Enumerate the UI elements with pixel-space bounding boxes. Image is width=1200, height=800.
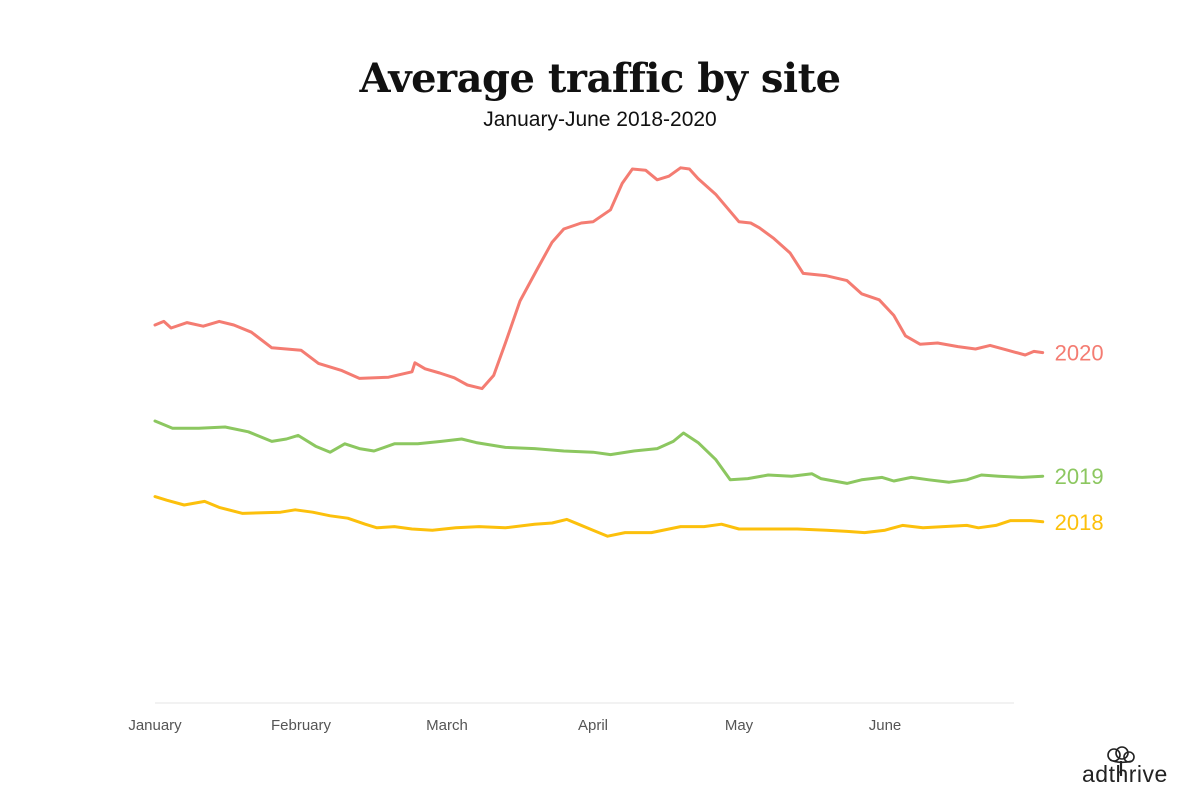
tree-icon <box>1107 746 1135 776</box>
series-line-2020 <box>153 166 1045 391</box>
x-tick-label: May <box>725 717 754 734</box>
series-label-2020: 2020 <box>1055 341 1104 366</box>
x-tick-label: March <box>426 717 468 734</box>
x-tick-label: June <box>869 717 902 734</box>
x-tick-label: January <box>128 717 182 734</box>
chart-subtitle: January-June 2018-2020 <box>483 108 717 131</box>
series-line-2018 <box>153 495 1045 538</box>
series-label-2019: 2019 <box>1055 464 1104 489</box>
adthrive-logo: adthrive <box>1082 746 1182 788</box>
series-label-2018: 2018 <box>1055 510 1104 535</box>
x-axis-labels: January February March April May June <box>128 717 901 734</box>
series-line-2019 <box>153 419 1045 485</box>
logo-wordmark: adthrive <box>1082 761 1168 787</box>
x-tick-label: April <box>578 717 608 734</box>
x-tick-label: February <box>271 717 332 734</box>
chart-title: Average traffic by site <box>359 55 841 102</box>
series-layer: 2020 2019 2018 <box>153 166 1104 538</box>
